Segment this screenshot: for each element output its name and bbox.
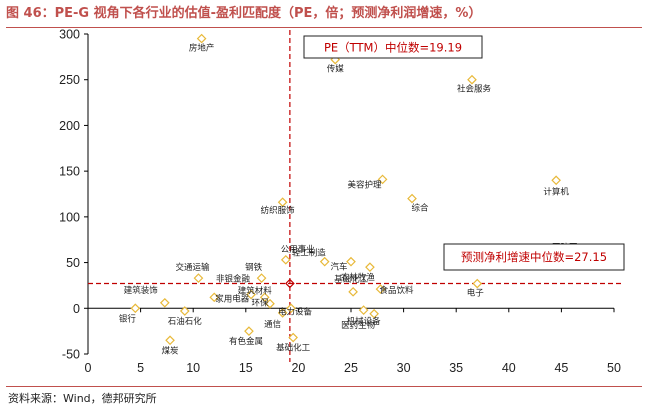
y-tick-label: 0 (73, 302, 80, 316)
data-point (265, 298, 275, 309)
data-point-label: 交通运输 (175, 262, 210, 273)
data-point-label: 汽车 (330, 262, 347, 273)
data-point-label: 计算机 (543, 186, 569, 197)
growth-median-annotation: 预测净利增速中位数=27.15 (461, 250, 607, 264)
x-tick-label: 30 (397, 361, 411, 375)
figure-source: 资料来源：Wind，德邦研究所 (8, 392, 157, 405)
data-point-label: 公用事业 (281, 244, 315, 255)
x-tick-label: 15 (239, 361, 253, 375)
growth-median-annotation-box (443, 243, 625, 271)
data-point (286, 303, 296, 314)
data-point-label: 房地产 (189, 43, 215, 54)
chart-point-labels: 房地产传媒社会服务美容护理综合计算机纺织服饰国防军工轻工制造交通运输钢铁公用事业… (119, 43, 587, 357)
data-point-label: 社会服务 (457, 84, 492, 95)
data-point (551, 175, 561, 186)
data-point-label: 非银金融 (216, 274, 251, 285)
y-tick-label: 100 (59, 210, 80, 224)
data-point-label: 银行 (119, 313, 137, 324)
data-point (472, 278, 483, 289)
source-rule (6, 386, 642, 387)
chart-points (130, 33, 579, 346)
data-point (358, 305, 369, 315)
data-point (277, 308, 288, 318)
figure-title: 图 46：PE-G 视角下各行业的估值-盈利匹配度（PE，倍；预测净利润增速，%… (6, 6, 482, 21)
data-point (277, 197, 288, 208)
x-tick-label: 10 (186, 361, 200, 375)
data-point-label: 轻工制造 (292, 248, 327, 259)
data-point (244, 326, 254, 336)
data-point-label: 建筑装饰 (124, 285, 159, 296)
data-point-label: 医药生物 (341, 320, 376, 331)
data-point (369, 308, 379, 319)
data-point-label: 石油石化 (168, 316, 203, 327)
x-tick-label: 40 (502, 361, 516, 375)
data-point-label: 家用电器 (215, 293, 250, 304)
data-point-label: 煤炭 (162, 345, 180, 356)
x-tick-label: 20 (291, 361, 305, 375)
data-point-label: 传媒 (327, 64, 345, 75)
data-point-label: 基础化工 (276, 343, 311, 354)
data-point-label: 电力设备 (278, 306, 313, 317)
x-tick-label: 5 (137, 361, 144, 375)
data-point (209, 292, 220, 303)
y-tick-label: 300 (59, 28, 80, 42)
data-point (375, 284, 386, 294)
data-point-label: 农林牧渔 (341, 272, 376, 283)
data-point-label: 美容护理 (348, 179, 383, 190)
x-tick-label: 25 (344, 361, 358, 375)
data-point-label: 建筑材料 (238, 285, 273, 296)
pe-median-annotation-box (303, 35, 483, 59)
title-rule (6, 27, 642, 28)
median-intersection-marker (285, 278, 295, 289)
data-point (165, 335, 175, 346)
x-tick-label: 45 (554, 361, 568, 375)
data-point-label: 环保 (251, 298, 269, 309)
x-tick-label: 35 (449, 361, 463, 375)
data-point-label: 有色金属 (229, 336, 263, 347)
data-point-label: 食品饮料 (379, 285, 414, 296)
data-point (467, 74, 477, 85)
data-point (348, 286, 358, 297)
data-point (259, 292, 270, 303)
data-point (130, 303, 141, 314)
median-lines (88, 30, 622, 362)
data-point (159, 297, 170, 308)
data-point (346, 256, 356, 267)
data-point-label: 综合 (412, 203, 430, 214)
data-point-label: 电子 (467, 288, 485, 299)
chart-axes: 0 5 10 15 20 25 30 35 40 45 50 300 250 200 150 100 50 0 -5… (59, 28, 621, 376)
data-point-label: 通信 (264, 319, 282, 330)
data-point (365, 262, 375, 272)
data-point (179, 306, 190, 316)
x-tick-label: 0 (85, 361, 92, 375)
y-tick-label: -50 (62, 348, 80, 362)
data-point-label: 纺织服饰 (261, 205, 296, 216)
data-point (196, 33, 207, 44)
y-tick-label: 150 (59, 165, 80, 179)
data-point (319, 256, 330, 267)
y-tick-label: 200 (59, 119, 80, 133)
data-point (288, 332, 298, 343)
pe-median-annotation: PE（TTM）中位数=19.19 (324, 41, 462, 55)
x-tick-label: 50 (607, 361, 621, 375)
data-point-label: 机械设备 (347, 316, 382, 327)
data-point (407, 193, 417, 204)
data-point (193, 273, 204, 283)
data-point-label: 钢铁 (245, 262, 263, 273)
y-tick-label: 50 (66, 256, 80, 270)
data-point (377, 174, 388, 185)
chart-annotations: PE（TTM）中位数=19.19 预测净利增速中位数=27.15 (303, 35, 625, 271)
y-tick-label: 250 (59, 73, 80, 87)
data-point (280, 254, 291, 265)
data-point (256, 273, 267, 283)
data-point (246, 289, 256, 300)
data-point-label: 基础化工 (334, 274, 369, 285)
